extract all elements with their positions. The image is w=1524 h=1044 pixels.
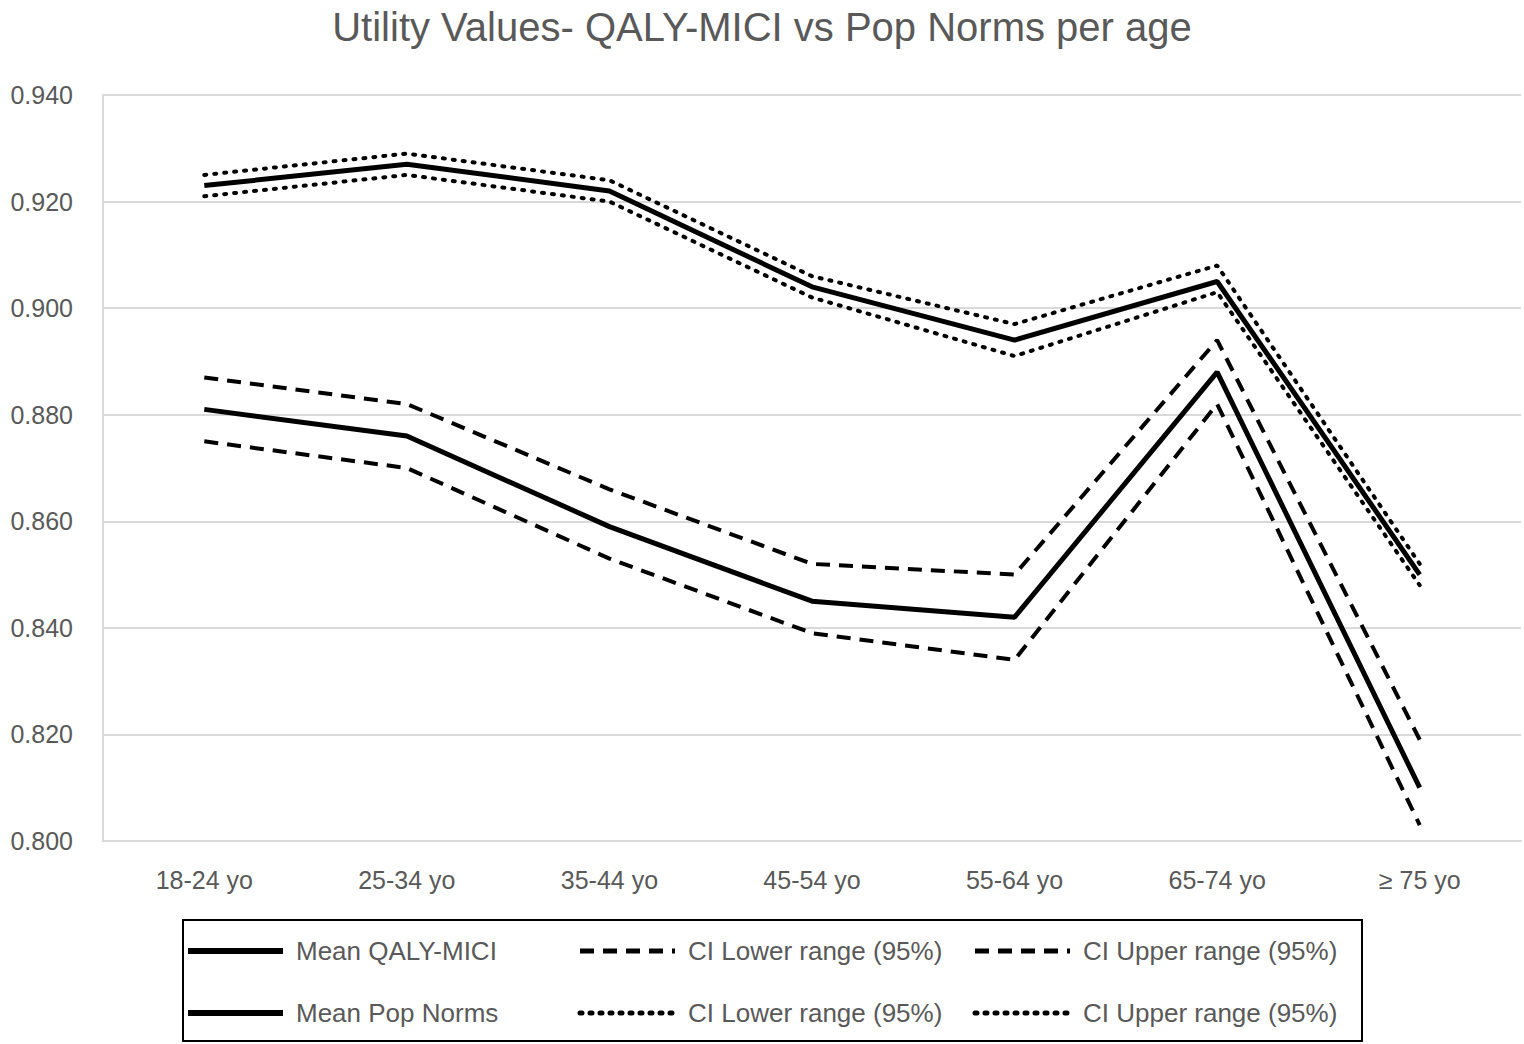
svg-text:CI Upper range (95%): CI Upper range (95%) xyxy=(1083,936,1337,966)
svg-text:55-64 yo: 55-64 yo xyxy=(966,866,1063,894)
svg-text:0.840: 0.840 xyxy=(10,614,73,642)
svg-text:CI Lower range (95%): CI Lower range (95%) xyxy=(688,936,942,966)
svg-text:45-54 yo: 45-54 yo xyxy=(763,866,860,894)
svg-text:35-44 yo: 35-44 yo xyxy=(561,866,658,894)
svg-text:0.800: 0.800 xyxy=(10,827,73,855)
svg-text:Utility Values- QALY-MICI vs P: Utility Values- QALY-MICI vs Pop Norms p… xyxy=(332,5,1192,49)
svg-text:Mean Pop Norms: Mean Pop Norms xyxy=(296,998,498,1028)
svg-text:0.940: 0.940 xyxy=(10,81,73,109)
svg-text:CI Upper range (95%): CI Upper range (95%) xyxy=(1083,998,1337,1028)
svg-text:0.860: 0.860 xyxy=(10,507,73,535)
svg-text:18-24 yo: 18-24 yo xyxy=(156,866,253,894)
svg-text:≥ 75 yo: ≥ 75 yo xyxy=(1379,866,1461,894)
svg-text:0.820: 0.820 xyxy=(10,720,73,748)
svg-text:Mean QALY-MICI: Mean QALY-MICI xyxy=(296,936,497,966)
svg-text:65-74 yo: 65-74 yo xyxy=(1168,866,1265,894)
svg-text:0.920: 0.920 xyxy=(10,188,73,216)
svg-text:0.880: 0.880 xyxy=(10,401,73,429)
svg-text:CI Lower range (95%): CI Lower range (95%) xyxy=(688,998,942,1028)
svg-text:0.900: 0.900 xyxy=(10,294,73,322)
svg-text:25-34 yo: 25-34 yo xyxy=(358,866,455,894)
